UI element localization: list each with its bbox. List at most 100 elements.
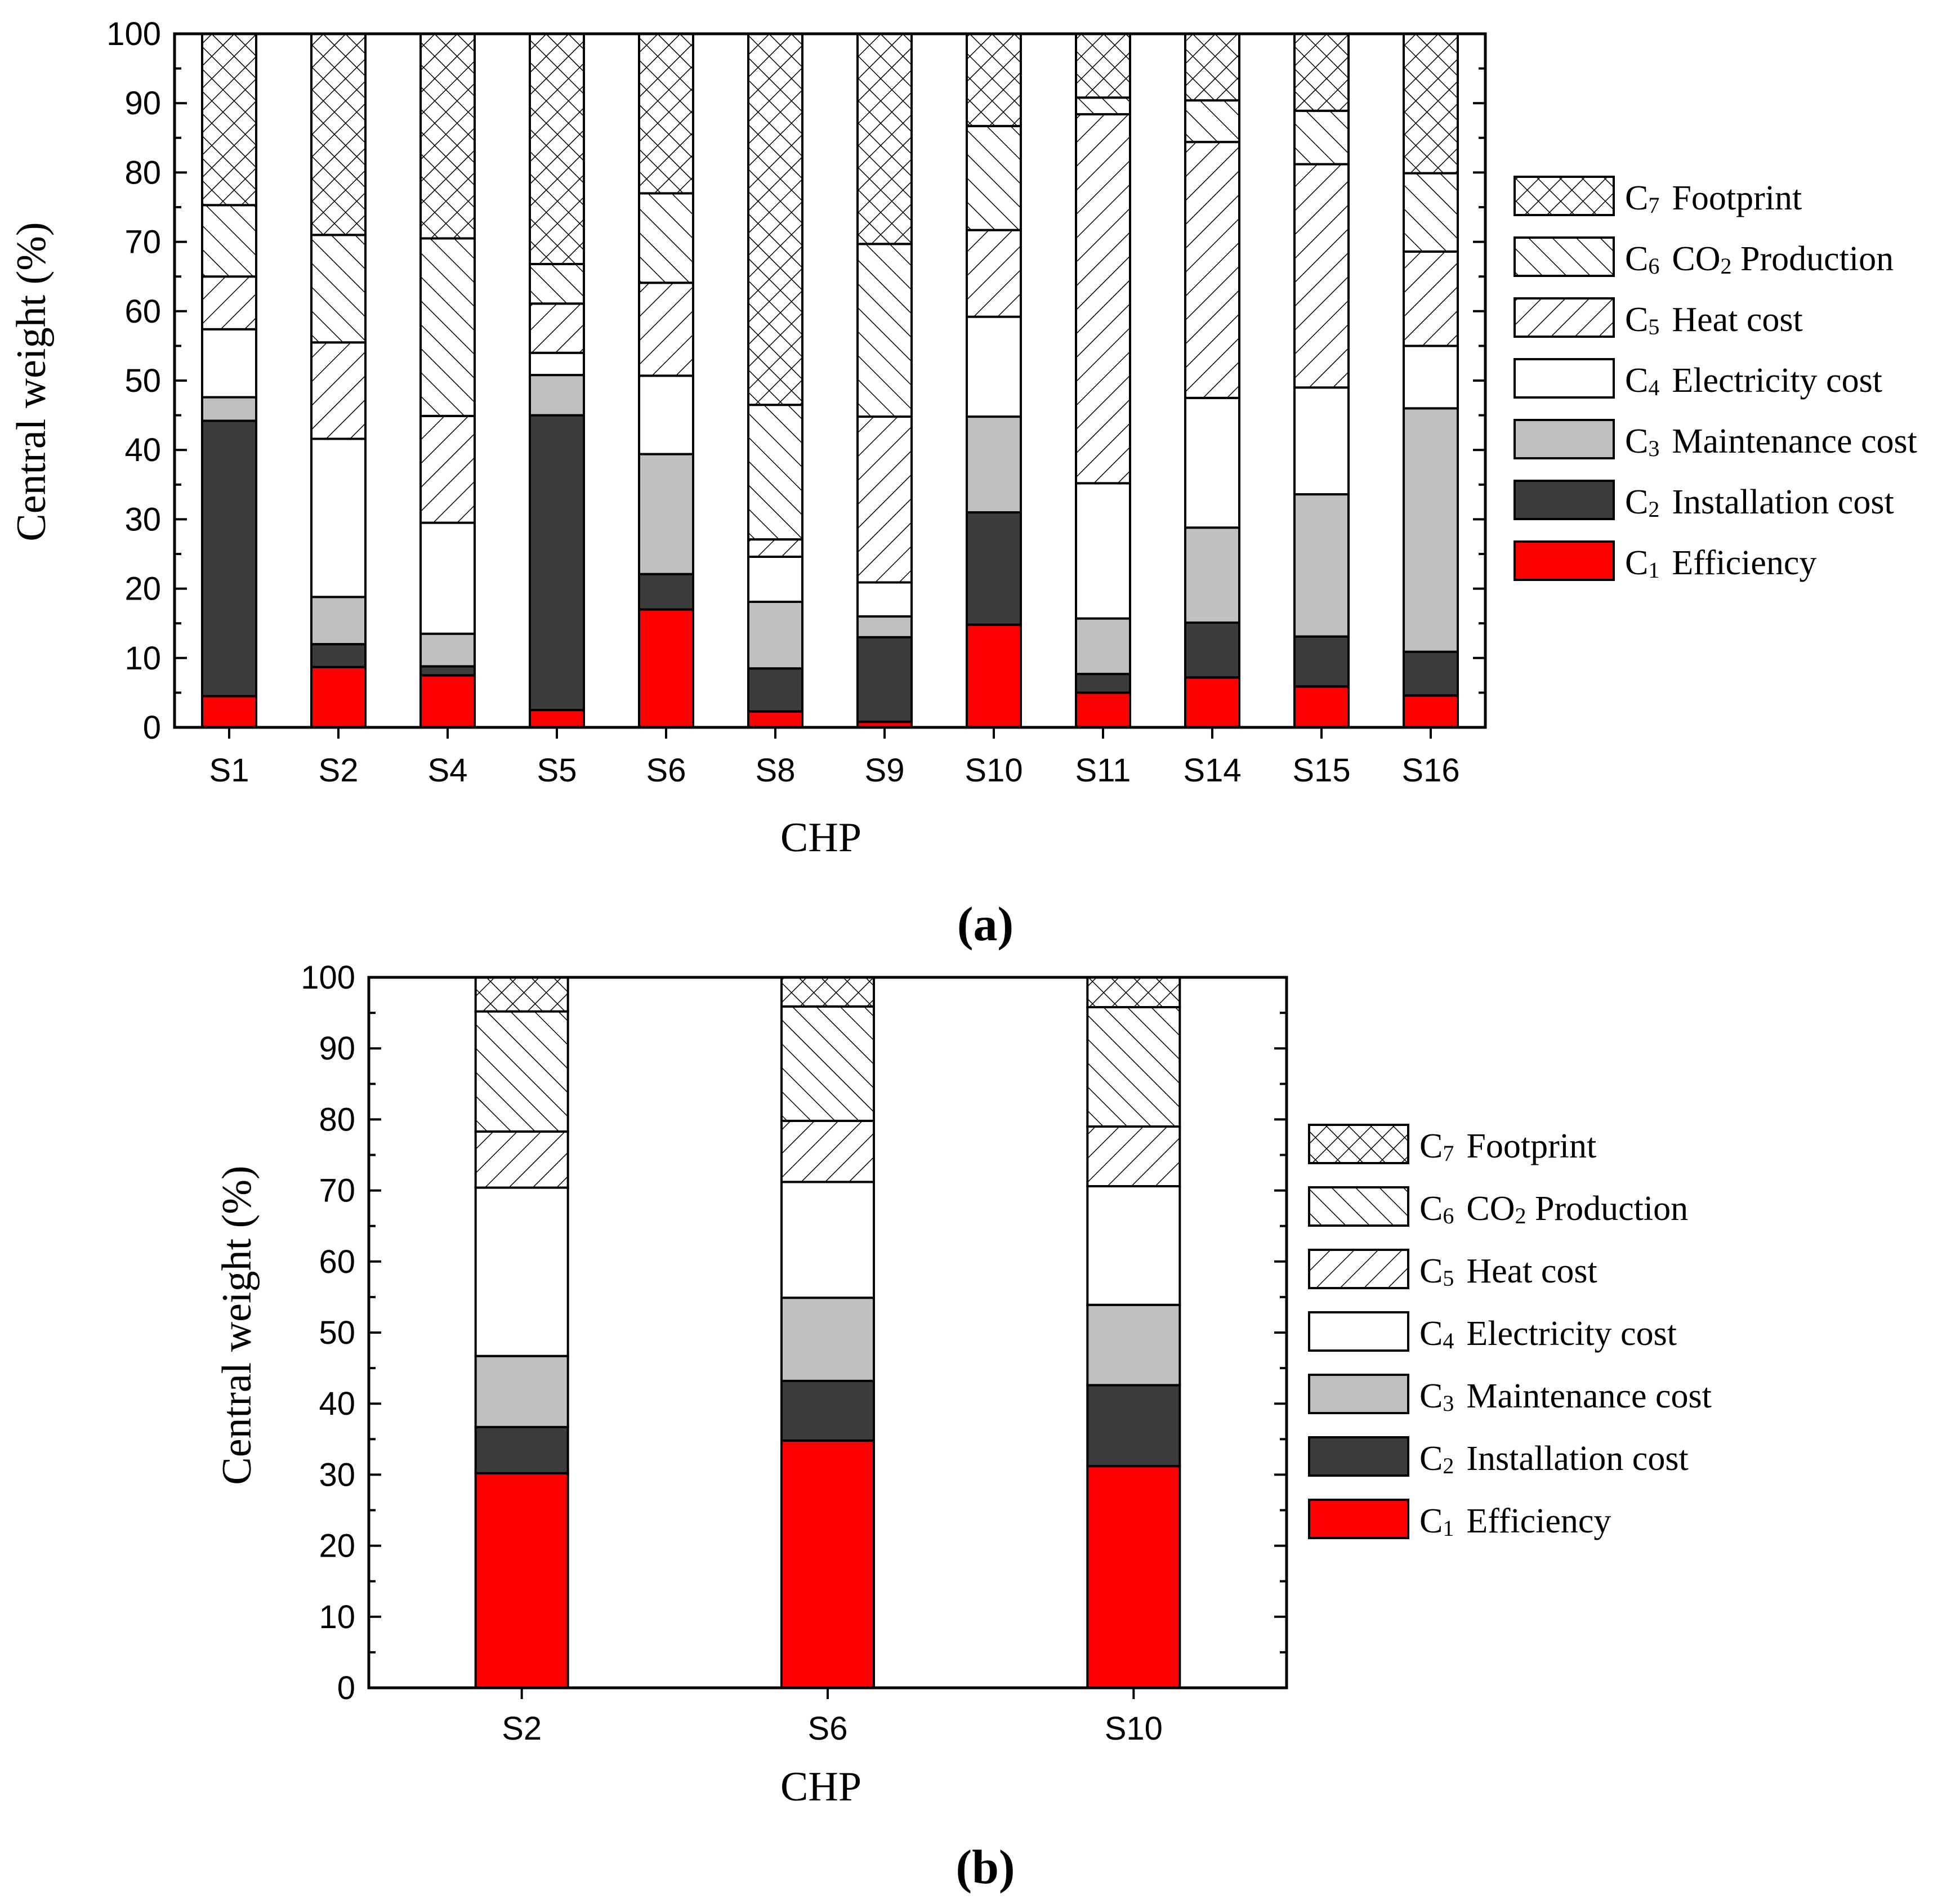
bar-segment-S9-c2 <box>856 636 913 723</box>
bar-segment-S1-c1 <box>201 695 257 729</box>
bar-segment-S6-c2 <box>638 573 694 611</box>
bar-segment-S14-c7 <box>1184 33 1240 102</box>
bar-segment-S15-c5 <box>1293 163 1350 389</box>
chart-panel-b: S2 S6 S10 0 10 20 30 40 50 60 70 80 90 100 Central we… <box>214 959 1712 1894</box>
bar-segment-S2-c5 <box>474 1130 569 1189</box>
bar-segment-S11-c6 <box>1075 96 1131 115</box>
legend-swatch-c4 <box>1308 1311 1409 1352</box>
bar-segment-S2-c5 <box>310 341 367 440</box>
panel-b-bars <box>474 976 1181 1690</box>
x-tick-label-S9: S9 <box>865 752 905 789</box>
panel-a-axes: S1 S2 S4 S5 S6 S8 S9 S10 S11 S14 S15 S16 0 10 20 30 40 50… <box>106 16 1487 789</box>
y-tick-label-40: 40 <box>319 1385 355 1422</box>
y-tick-label-60: 60 <box>124 293 161 330</box>
bar-segment-S10-c5 <box>1086 1125 1181 1188</box>
y-tick-label-90: 90 <box>124 85 161 122</box>
y-tick-label-90: 90 <box>319 1030 355 1067</box>
bar-segment-S4-c6 <box>419 237 476 417</box>
bar-segment-S16-c7 <box>1403 33 1459 175</box>
panel-b-xlabel: CHP <box>780 1764 861 1810</box>
bar-segment-S4-c1 <box>419 674 476 728</box>
bar-segment-S16-c3 <box>1403 407 1459 653</box>
x-tick-label-S5: S5 <box>537 752 577 789</box>
bar-segment-S6-c6 <box>780 1005 875 1122</box>
plot-frame <box>173 32 1487 729</box>
panel-b-legend: C7 Footprint C6 CO2 Production C5 Heat cost C4… <box>1308 1124 1712 1541</box>
bar-segment-S9-c6 <box>856 243 913 418</box>
y-tick-label-70: 70 <box>319 1173 355 1209</box>
bar-segment-S4-c7 <box>419 33 476 240</box>
bar-segment-S16-c2 <box>1403 650 1459 697</box>
y-tick-label-10: 10 <box>319 1599 355 1635</box>
panel-a-label: (a) <box>957 897 1014 951</box>
bar-segment-S16-c6 <box>1403 172 1459 253</box>
bar-segment-S11-c2 <box>1075 673 1131 694</box>
legend-label-c3: C3 Maintenance cost <box>1419 1377 1712 1416</box>
y-tick-label-0: 0 <box>143 709 161 746</box>
bar-segment-S2-c7 <box>310 33 367 236</box>
y-tick-label-80: 80 <box>124 154 161 191</box>
bar-segment-S9-c3 <box>856 615 913 638</box>
bar-segment-S10-c5 <box>966 229 1022 318</box>
legend-label-c7: C7 Footprint <box>1625 179 1802 218</box>
panel-a-bars <box>201 33 1459 729</box>
bar-segment-S5-c5 <box>529 302 585 354</box>
panel-b-axes: S2 S6 S10 0 10 20 30 40 50 60 70 80 90 100 <box>301 959 1288 1747</box>
bar-segment-S4-c5 <box>419 414 476 524</box>
panel-a-xlabel: CHP <box>780 815 861 861</box>
x-tick-label-S2: S2 <box>319 752 359 789</box>
legend-swatch-c5 <box>1513 297 1615 338</box>
bar-segment-S6-c3 <box>780 1297 875 1382</box>
bar-segment-S15-c7 <box>1293 33 1350 112</box>
y-tick-label-60: 60 <box>319 1244 355 1280</box>
bar-segment-S1-c6 <box>201 204 257 278</box>
bar-segment-S15-c1 <box>1293 685 1350 729</box>
x-tick-label-S14: S14 <box>1183 752 1241 789</box>
bar-segment-S5-c2 <box>529 414 585 712</box>
x-tick-label-S10: S10 <box>1105 1710 1163 1747</box>
panel-a-ylabel: Central weight (%) <box>8 222 55 541</box>
bar-segment-S11-c4 <box>1075 482 1131 620</box>
bar-segment-S11-c3 <box>1075 617 1131 676</box>
legend-label-c3: C3 Maintenance cost <box>1625 422 1917 461</box>
bar-segment-S4-c3 <box>419 632 476 668</box>
bar-segment-S11-c5 <box>1075 113 1131 485</box>
bar-segment-S14-c3 <box>1184 526 1240 624</box>
bar-segment-S2-c1 <box>310 665 367 729</box>
legend-label-c1: C1 Efficiency <box>1625 544 1816 583</box>
bar-segment-S6-c3 <box>638 453 694 575</box>
bar-segment-S16-c4 <box>1403 345 1459 410</box>
bar-segment-S9-c5 <box>856 415 913 584</box>
bar-segment-S14-c4 <box>1184 396 1240 529</box>
bar-segment-S10-c6 <box>966 124 1022 231</box>
y-tick-label-100: 100 <box>106 16 161 52</box>
bar-segment-S14-c5 <box>1184 141 1240 399</box>
bar-segment-S14-c1 <box>1184 676 1240 729</box>
bar-segment-S10-c7 <box>1086 976 1181 1009</box>
bar-segment-S8-c5 <box>747 538 803 558</box>
bar-segment-S1-c3 <box>201 396 257 422</box>
bar-segment-S6-c7 <box>780 976 875 1008</box>
panel-b-ylabel: Central weight (%) <box>214 1165 260 1485</box>
bar-segment-S2-c2 <box>474 1425 569 1474</box>
x-tick-label-S1: S1 <box>209 752 249 789</box>
bar-segment-S2-c3 <box>474 1355 569 1428</box>
legend-label-c5: C5 Heat cost <box>1625 301 1803 339</box>
y-tick-label-100: 100 <box>301 959 355 996</box>
panel-b-label: (b) <box>956 1840 1015 1894</box>
legend-swatch-c6 <box>1513 236 1615 277</box>
bar-segment-S8-c4 <box>747 555 803 604</box>
legend-label-c7: C7 Footprint <box>1419 1127 1596 1166</box>
bar-segment-S15-c3 <box>1293 493 1350 638</box>
bar-segment-S2-c1 <box>474 1472 569 1689</box>
bar-segment-S6-c1 <box>638 608 694 729</box>
bar-segment-S10-c2 <box>1086 1384 1181 1468</box>
legend-swatch-c1 <box>1308 1499 1409 1539</box>
bar-segment-S6-c4 <box>780 1181 875 1299</box>
legend-swatch-c1 <box>1513 540 1615 581</box>
bar-segment-S2-c6 <box>310 234 367 344</box>
y-tick-label-70: 70 <box>124 224 161 261</box>
bar-segment-S15-c2 <box>1293 635 1350 688</box>
legend-swatch-c2 <box>1308 1436 1409 1477</box>
